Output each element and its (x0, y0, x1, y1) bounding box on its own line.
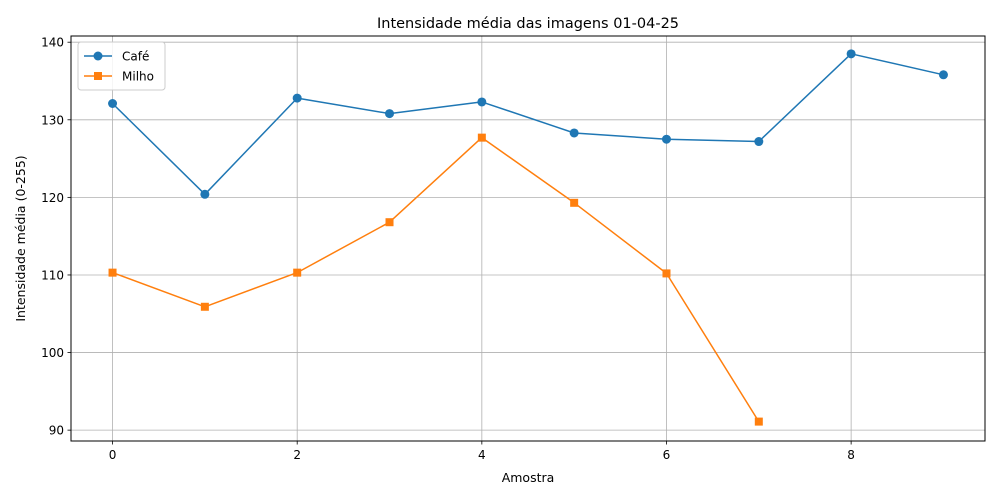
data-point (754, 137, 764, 147)
y-tick-label: 100 (41, 346, 64, 360)
y-tick-label: 140 (41, 36, 64, 50)
data-point (385, 109, 395, 119)
data-point (662, 269, 671, 278)
x-tick-label: 2 (293, 448, 301, 462)
data-point (938, 70, 948, 80)
y-tick-label: 130 (41, 113, 64, 127)
x-axis-ticks: 0 2 4 6 8 (109, 441, 855, 462)
data-point (477, 133, 486, 142)
chart-title: Intensidade média das imagens 01-04-25 (377, 16, 679, 32)
y-tick-label: 110 (41, 268, 64, 282)
legend-label: Café (122, 50, 149, 64)
data-point (477, 97, 487, 107)
y-tick-label: 90 (49, 424, 64, 438)
x-tick-label: 4 (478, 448, 486, 462)
y-axis-label: Intensidade média (0-255) (13, 155, 28, 321)
data-point (293, 268, 302, 277)
legend-marker (93, 51, 103, 61)
series-line-milho (112, 136, 760, 422)
data-point (108, 268, 117, 277)
x-tick-label: 8 (847, 448, 855, 462)
data-point (754, 417, 763, 426)
legend: Café Milho (77, 41, 166, 91)
x-tick-label: 6 (663, 448, 671, 462)
x-axis-label: Amostra (502, 470, 555, 485)
data-point (569, 128, 579, 138)
data-point (385, 218, 394, 227)
data-point (200, 302, 209, 311)
x-tick-label: 0 (109, 448, 117, 462)
series-line-café (111, 53, 944, 196)
data-point (661, 134, 671, 144)
y-tick-label: 120 (41, 191, 64, 205)
data-point (292, 93, 302, 103)
data-point (570, 198, 579, 207)
data-point (108, 99, 118, 108)
legend-label: Milho (122, 70, 154, 84)
data-point (200, 189, 210, 199)
legend-marker (94, 72, 102, 80)
series-lines (108, 49, 948, 426)
y-axis-ticks: 90 100 110 120 130 140 (41, 36, 71, 438)
data-point (846, 49, 856, 59)
plot-area-frame (70, 35, 986, 442)
